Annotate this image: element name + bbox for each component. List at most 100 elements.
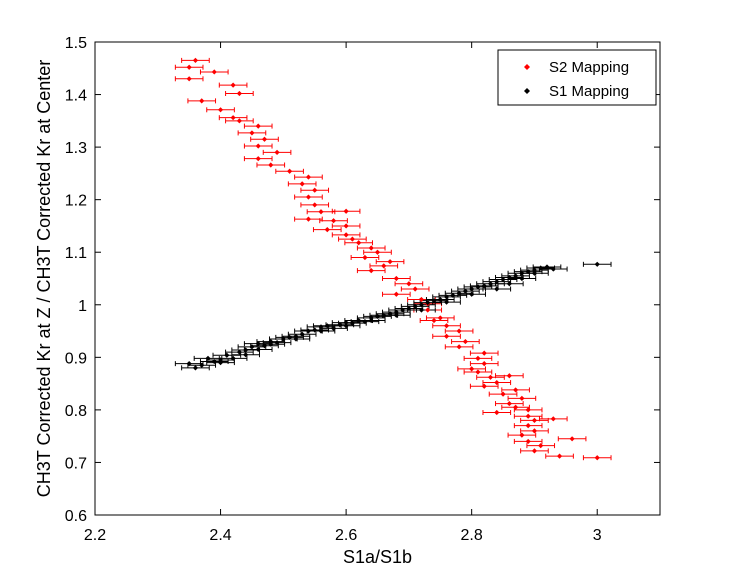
data-point-s2	[343, 232, 349, 238]
data-point-s2	[230, 115, 236, 121]
legend-marker-shape	[524, 88, 530, 94]
data-point-s1	[538, 265, 544, 271]
data-point-s2	[255, 156, 261, 162]
legend-marker-s2	[524, 64, 530, 70]
data-point-s1	[400, 307, 406, 313]
data-point-s2	[487, 374, 494, 380]
data-point-s1	[217, 357, 224, 363]
data-point-s2	[192, 57, 199, 63]
legend-marker-s1	[524, 88, 530, 94]
data-point-s2	[513, 404, 519, 410]
data-point-s1	[268, 341, 274, 347]
data-point-s1	[406, 305, 412, 312]
data-point-s1	[368, 315, 374, 321]
data-point-s2	[456, 344, 462, 350]
data-point-s1	[205, 355, 211, 361]
points-layer	[186, 57, 600, 461]
data-point-s2	[494, 409, 500, 416]
data-point-s2	[343, 208, 349, 214]
data-point-s2	[299, 181, 305, 187]
data-point-s2	[381, 263, 387, 269]
data-point-s1	[462, 288, 468, 294]
data-point-s2	[531, 417, 538, 423]
data-point-s2	[199, 98, 205, 104]
x-tick-label: 2.8	[461, 527, 483, 544]
data-point-s2	[437, 315, 443, 321]
data-point-s2	[274, 149, 280, 155]
data-point-s1	[349, 320, 355, 326]
data-point-s1	[243, 347, 249, 353]
data-point-s1	[274, 340, 280, 346]
data-point-s1	[324, 323, 330, 329]
data-point-s1	[305, 328, 312, 334]
y-tick-label: 1.4	[65, 88, 87, 105]
y-tick-label: 0.6	[65, 508, 87, 525]
data-point-s1	[544, 264, 550, 270]
data-point-s1	[469, 286, 475, 292]
data-point-s1	[387, 311, 393, 317]
data-point-s2	[525, 413, 531, 419]
data-point-s2	[217, 107, 224, 113]
data-point-s2	[230, 82, 236, 88]
data-point-s1	[506, 274, 512, 281]
data-point-s1	[450, 292, 456, 298]
data-point-s2	[305, 174, 312, 180]
data-point-s1	[443, 294, 450, 300]
data-point-s2	[519, 432, 525, 438]
legend: S2 Mapping S1 Mapping	[497, 49, 657, 106]
data-point-s1	[531, 270, 538, 276]
data-point-s2	[481, 350, 487, 356]
x-axis-label: S1a/S1b	[343, 547, 412, 567]
data-point-s1	[519, 275, 525, 282]
data-point-s1	[425, 300, 431, 306]
data-point-s2	[412, 286, 418, 292]
data-point-s2	[374, 249, 381, 255]
data-point-s1	[456, 290, 462, 296]
legend-label-s1: S1 Mapping	[549, 83, 629, 100]
y-tick-label: 0.7	[65, 455, 87, 472]
data-point-s2	[268, 162, 274, 168]
data-point-s1	[236, 349, 242, 355]
data-point-s2	[356, 240, 362, 246]
data-point-s1	[312, 327, 318, 333]
data-point-s1	[299, 331, 305, 337]
data-point-s1	[362, 318, 368, 325]
x-tick-label: 2.4	[209, 527, 231, 544]
y-tick-label: 1.5	[65, 35, 87, 52]
data-point-s2	[312, 202, 318, 208]
data-point-s1	[261, 343, 268, 349]
data-point-s1	[500, 276, 506, 283]
data-point-s2	[569, 436, 575, 442]
y-tick-label: 1.1	[65, 245, 87, 262]
data-point-s1	[381, 312, 387, 318]
data-point-s2	[343, 223, 349, 229]
data-point-s1	[343, 320, 349, 326]
data-point-s2	[362, 254, 368, 261]
data-point-s2	[531, 428, 538, 434]
data-point-s1	[412, 303, 418, 309]
data-point-s1	[268, 338, 274, 345]
data-point-s1	[199, 362, 205, 368]
data-point-s1	[494, 286, 500, 292]
data-point-s2	[186, 76, 192, 82]
data-point-s2	[211, 69, 217, 75]
data-point-s1	[418, 302, 425, 308]
y-tick-label: 0.8	[65, 403, 87, 420]
legend-box	[497, 49, 657, 106]
data-point-s1	[211, 358, 217, 365]
data-point-s1	[318, 328, 324, 334]
data-point-s2	[494, 379, 500, 386]
data-point-s1	[519, 270, 525, 276]
data-point-s2	[249, 130, 255, 136]
x-tick-label: 3	[593, 527, 602, 544]
data-point-s2	[469, 366, 475, 372]
data-point-s2	[255, 123, 261, 129]
data-point-s2	[475, 369, 481, 375]
data-point-s2	[305, 216, 312, 222]
data-point-s2	[287, 168, 293, 174]
data-point-s1	[393, 309, 399, 315]
y-axis-label: CH3T Corrected Kr at Z / CH3T Corrected …	[34, 60, 54, 497]
data-point-s2	[475, 355, 481, 361]
data-point-s1	[531, 267, 538, 273]
data-point-s2	[406, 281, 412, 287]
